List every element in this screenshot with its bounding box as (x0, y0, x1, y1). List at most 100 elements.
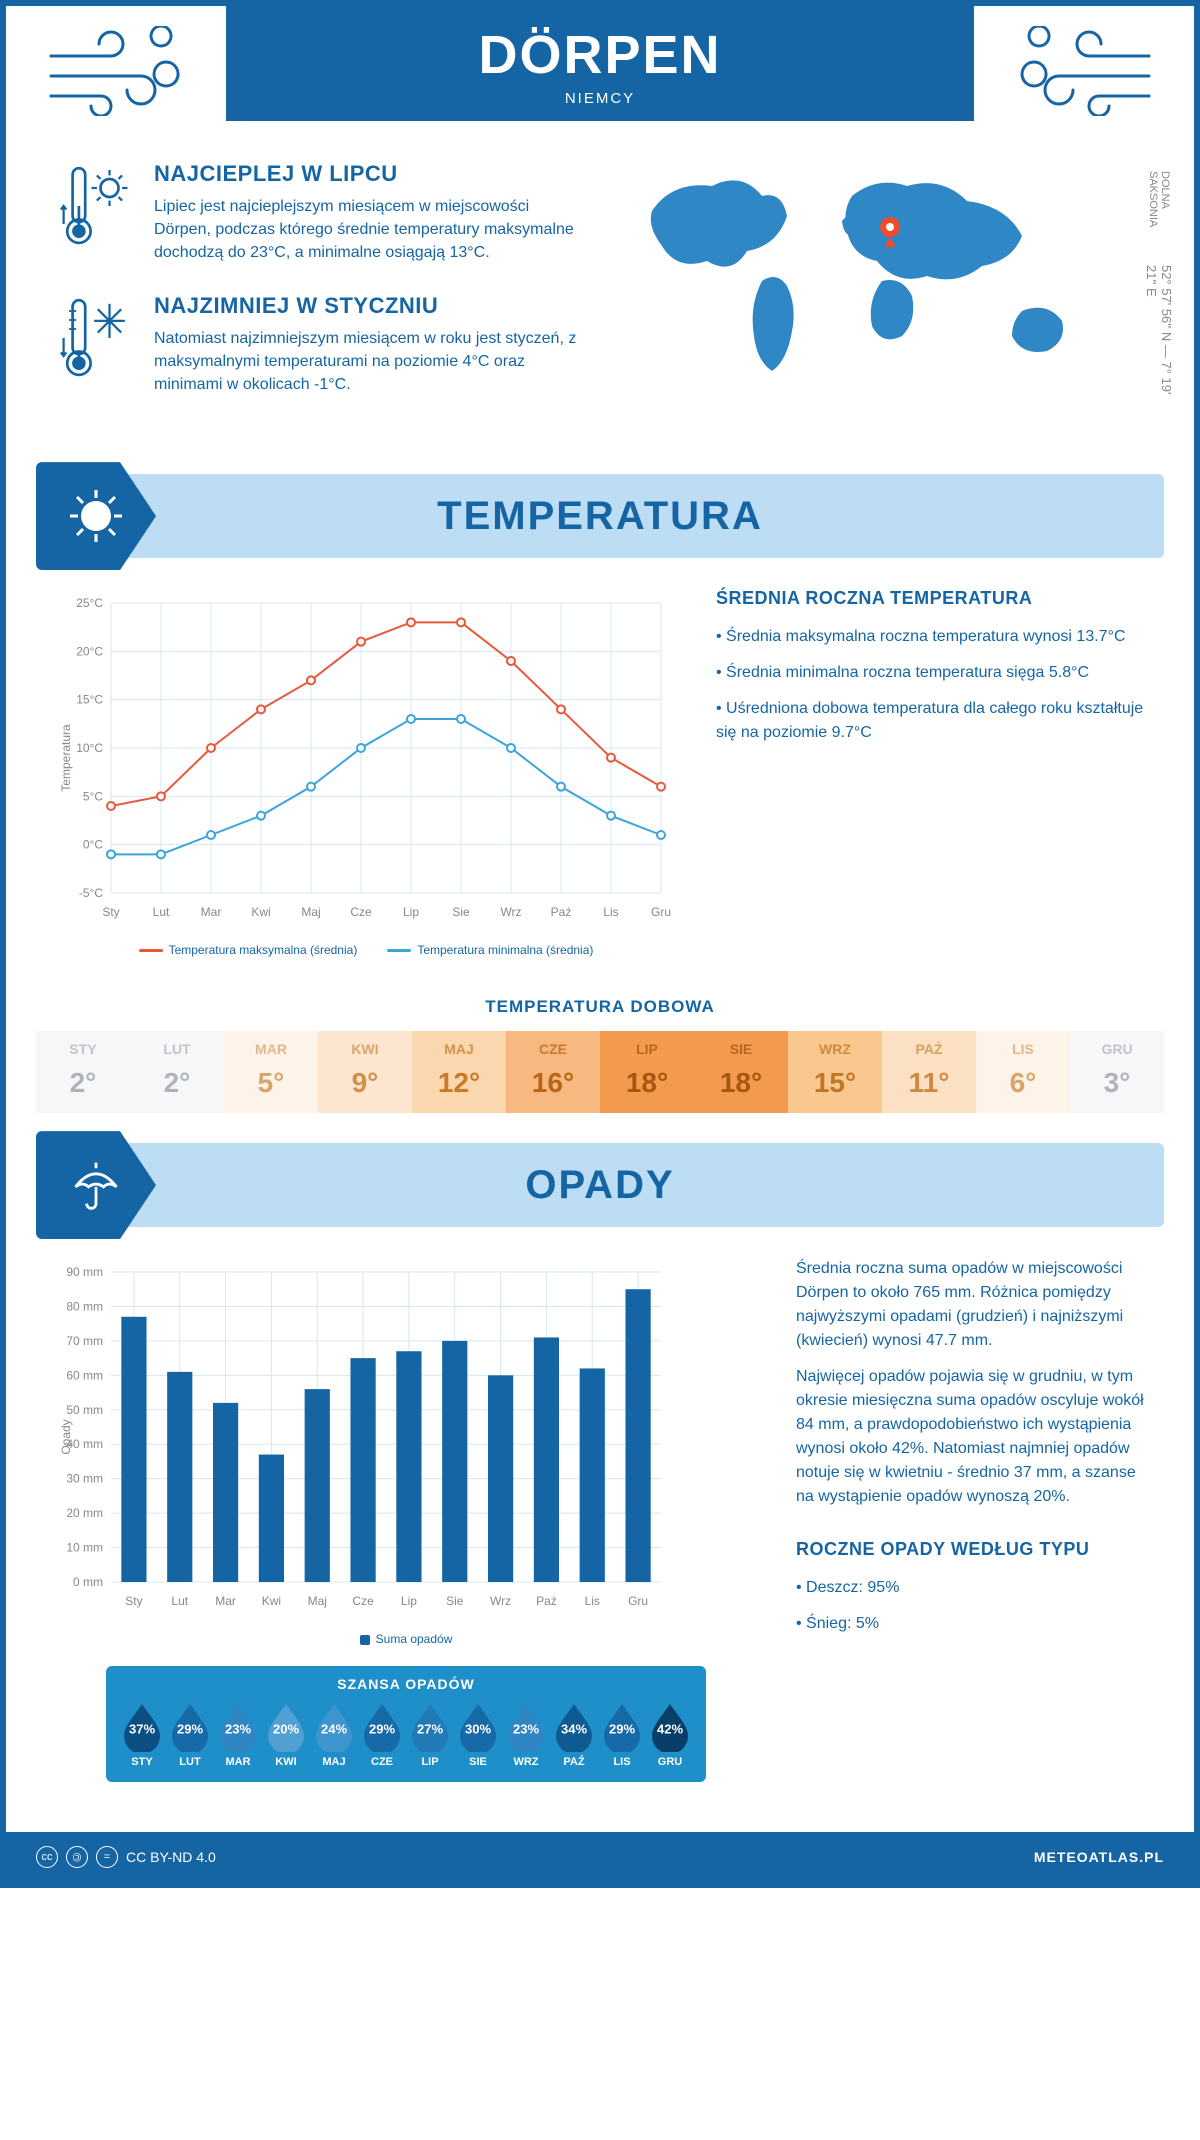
daily-strip-title: TEMPERATURA DOBOWA (6, 997, 1194, 1017)
by-icon: 🄯 (66, 1846, 88, 1868)
section-bar-rain: OPADY (36, 1143, 1164, 1227)
svg-text:10 mm: 10 mm (66, 1541, 103, 1555)
daily-temperature-strip: STY2°LUT2°MAR5°KWI9°MAJ12°CZE16°LIP18°SI… (36, 1031, 1164, 1113)
rain-chance-drop: 29%LIS (600, 1700, 644, 1768)
svg-text:20 mm: 20 mm (66, 1506, 103, 1520)
rain-chance-strip: SZANSA OPADÓW 37%STY29%LUT23%MAR20%KWI24… (106, 1666, 706, 1782)
svg-text:0 mm: 0 mm (73, 1575, 103, 1589)
rain-legend: Suma opadów (56, 1632, 756, 1646)
coordinates: DOLNA SAKSONIA 52° 57' 56'' N — 7° 19' 2… (1144, 171, 1174, 414)
temp-summary-title: ŚREDNIA ROCZNA TEMPERATURA (716, 588, 1144, 609)
svg-text:90 mm: 90 mm (66, 1265, 103, 1279)
daily-cell: STY2° (36, 1031, 130, 1113)
svg-text:Maj: Maj (301, 905, 320, 919)
svg-text:5°C: 5°C (83, 789, 103, 803)
svg-text:Sty: Sty (102, 905, 119, 919)
section-title: TEMPERATURA (176, 494, 1164, 539)
svg-text:Cze: Cze (352, 1594, 374, 1608)
warmest-block: NAJCIEPLEJ W LIPCU Lipiec jest najcieple… (56, 161, 580, 265)
svg-text:Wrz: Wrz (500, 905, 521, 919)
rain-chance-drop: 37%STY (120, 1700, 164, 1768)
rain-chance-drop: 34%PAŹ (552, 1700, 596, 1768)
rain-chance-drop: 30%SIE (456, 1700, 500, 1768)
svg-text:Opady: Opady (59, 1419, 73, 1454)
svg-text:Mar: Mar (201, 905, 222, 919)
rain-bar-chart: 0 mm10 mm20 mm30 mm40 mm50 mm60 mm70 mm8… (56, 1257, 676, 1617)
section-title: OPADY (176, 1163, 1164, 1208)
country-subtitle: NIEMCY (226, 90, 974, 107)
svg-text:Wrz: Wrz (490, 1594, 511, 1608)
svg-text:Lip: Lip (401, 1594, 417, 1608)
svg-text:Kwi: Kwi (251, 905, 270, 919)
rain-chance-drop: 23%MAR (216, 1700, 260, 1768)
world-map: DOLNA SAKSONIA 52° 57' 56'' N — 7° 19' 2… (620, 161, 1144, 424)
cc-icon: cc (36, 1846, 58, 1868)
daily-cell: MAR5° (224, 1031, 318, 1113)
temperature-chart-row: -5°C 0°C 5°C 10°C 15°C 20°C 25°C Sty Lut Mar Kwi Ma… (6, 588, 1194, 977)
sun-icon (66, 486, 126, 546)
svg-text:Sty: Sty (125, 1594, 142, 1608)
svg-text:Cze: Cze (350, 905, 372, 919)
svg-text:Lip: Lip (403, 905, 419, 919)
svg-text:Lut: Lut (153, 905, 170, 919)
svg-text:Paź: Paź (536, 1594, 557, 1608)
svg-text:Sie: Sie (446, 1594, 464, 1608)
daily-cell: MAJ12° (412, 1031, 506, 1113)
title-band: DÖRPEN NIEMCY (226, 6, 974, 121)
section-bar-temperature: TEMPERATURA (36, 474, 1164, 558)
svg-text:20°C: 20°C (76, 644, 103, 658)
daily-cell: KWI9° (318, 1031, 412, 1113)
svg-text:80 mm: 80 mm (66, 1300, 103, 1314)
header: DÖRPEN NIEMCY (6, 6, 1194, 151)
coldest-text: Natomiast najzimniejszym miesiącem w rok… (154, 327, 580, 397)
svg-text:Mar: Mar (215, 1594, 236, 1608)
info-row: NAJCIEPLEJ W LIPCU Lipiec jest najcieple… (6, 151, 1194, 454)
svg-text:0°C: 0°C (83, 838, 103, 852)
thermometer-hot-icon (56, 161, 136, 251)
site-name: METEOATLAS.PL (1034, 1849, 1164, 1865)
rain-chance-drop: 29%CZE (360, 1700, 404, 1768)
temp-legend: Temperatura maksymalna (średnia) Tempera… (56, 943, 676, 957)
wind-icon (46, 26, 196, 116)
svg-text:Paź: Paź (551, 905, 572, 919)
wind-icon (1004, 26, 1154, 116)
svg-text:-5°C: -5°C (79, 886, 103, 900)
svg-text:60 mm: 60 mm (66, 1368, 103, 1382)
rain-paragraph: Najwięcej opadów pojawia się w grudniu, … (796, 1365, 1144, 1509)
rain-chart-row: 0 mm10 mm20 mm30 mm40 mm50 mm60 mm70 mm8… (6, 1257, 1194, 1832)
temp-summary-list: Średnia maksymalna roczna temperatura wy… (716, 625, 1144, 745)
svg-text:Lut: Lut (171, 1594, 188, 1608)
rain-chance-drop: 27%LIP (408, 1700, 452, 1768)
rain-type-list: Deszcz: 95%Śnieg: 5% (796, 1576, 1144, 1636)
svg-text:10°C: 10°C (76, 741, 103, 755)
rain-chance-drop: 29%LUT (168, 1700, 212, 1768)
svg-text:Temperatura: Temperatura (59, 724, 73, 792)
umbrella-icon (68, 1157, 124, 1213)
svg-text:Gru: Gru (628, 1594, 648, 1608)
coldest-block: NAJZIMNIEJ W STYCZNIU Natomiast najzimni… (56, 293, 580, 397)
temperature-line-chart: -5°C 0°C 5°C 10°C 15°C 20°C 25°C Sty Lut Mar Kwi Ma… (56, 588, 676, 928)
daily-cell: SIE18° (694, 1031, 788, 1113)
svg-text:Lis: Lis (585, 1594, 600, 1608)
svg-text:Lis: Lis (603, 905, 618, 919)
coldest-title: NAJZIMNIEJ W STYCZNIU (154, 293, 580, 319)
daily-cell: PAŹ11° (882, 1031, 976, 1113)
svg-text:70 mm: 70 mm (66, 1334, 103, 1348)
warmest-title: NAJCIEPLEJ W LIPCU (154, 161, 580, 187)
rain-chance-drop: 20%KWI (264, 1700, 308, 1768)
svg-text:15°C: 15°C (76, 693, 103, 707)
daily-cell: GRU3° (1070, 1031, 1164, 1113)
daily-cell: CZE16° (506, 1031, 600, 1113)
svg-text:25°C: 25°C (76, 596, 103, 610)
svg-text:Maj: Maj (308, 1594, 327, 1608)
svg-text:30 mm: 30 mm (66, 1472, 103, 1486)
daily-cell: WRZ15° (788, 1031, 882, 1113)
daily-cell: LUT2° (130, 1031, 224, 1113)
city-title: DÖRPEN (226, 24, 974, 86)
rain-chance-drop: 23%WRZ (504, 1700, 548, 1768)
rain-chance-drop: 24%MAJ (312, 1700, 356, 1768)
thermometer-cold-icon (56, 293, 136, 383)
license: cc 🄯 = CC BY-ND 4.0 (36, 1846, 216, 1868)
footer: cc 🄯 = CC BY-ND 4.0 METEOATLAS.PL (6, 1832, 1194, 1882)
warmest-text: Lipiec jest najcieplejszym miesiącem w m… (154, 195, 580, 265)
